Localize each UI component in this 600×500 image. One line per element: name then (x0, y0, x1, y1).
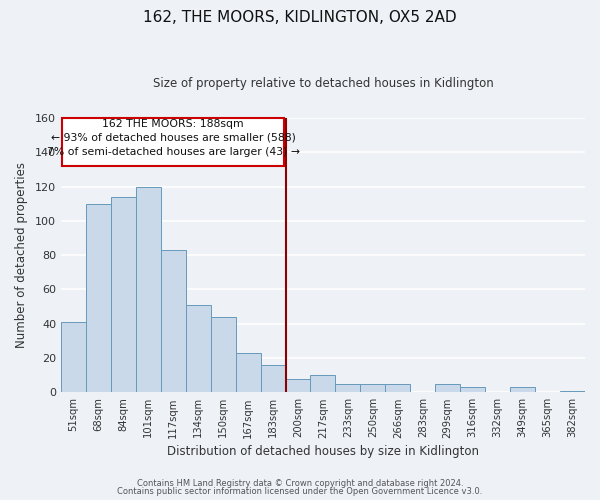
Bar (286, 378, 310, 392)
Bar (361, 384, 385, 392)
Bar (136, 186, 161, 392)
Text: Contains HM Land Registry data © Crown copyright and database right 2024.: Contains HM Land Registry data © Crown c… (137, 478, 463, 488)
Bar (435, 384, 460, 392)
Bar (86, 204, 111, 392)
Bar (211, 317, 236, 392)
Bar (560, 390, 585, 392)
Bar (111, 197, 136, 392)
Text: 162, THE MOORS, KIDLINGTON, OX5 2AD: 162, THE MOORS, KIDLINGTON, OX5 2AD (143, 10, 457, 25)
Bar (260, 365, 286, 392)
Bar (335, 384, 361, 392)
Bar (385, 384, 410, 392)
X-axis label: Distribution of detached houses by size in Kidlington: Distribution of detached houses by size … (167, 444, 479, 458)
Y-axis label: Number of detached properties: Number of detached properties (15, 162, 28, 348)
Bar (61, 322, 86, 392)
Bar (161, 250, 186, 392)
Title: Size of property relative to detached houses in Kidlington: Size of property relative to detached ho… (152, 78, 493, 90)
Text: 162 THE MOORS: 188sqm
← 93% of detached houses are smaller (588)
7% of semi-deta: 162 THE MOORS: 188sqm ← 93% of detached … (47, 119, 300, 157)
Bar (236, 353, 260, 393)
Text: Contains public sector information licensed under the Open Government Licence v3: Contains public sector information licen… (118, 487, 482, 496)
Bar (510, 387, 535, 392)
Bar (310, 375, 335, 392)
FancyBboxPatch shape (62, 118, 284, 166)
Bar (460, 387, 485, 392)
Bar (186, 305, 211, 392)
